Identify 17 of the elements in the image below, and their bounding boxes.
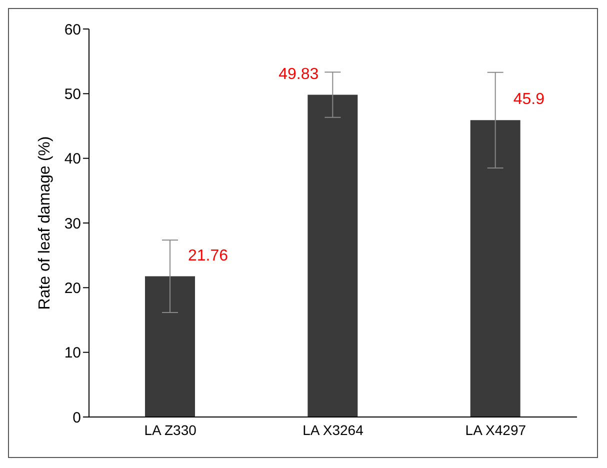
- x-tick-label: LA X4297: [465, 422, 526, 438]
- x-tick-label: LA X3264: [302, 422, 364, 438]
- y-tick-label: 50: [64, 86, 81, 103]
- y-tick-label: 30: [64, 215, 81, 232]
- data-label: 49.83: [278, 66, 319, 83]
- y-tick-label: 20: [64, 280, 81, 297]
- y-tick-label: 0: [72, 409, 81, 426]
- bar: [145, 276, 195, 417]
- data-label: 21.76: [188, 247, 228, 264]
- y-tick-label: 40: [64, 150, 81, 168]
- bar: [308, 94, 358, 417]
- y-tick-label: 60: [64, 21, 81, 38]
- x-tick-label: LA Z330: [144, 422, 197, 438]
- data-label: 45.9: [513, 91, 545, 108]
- y-axis-title: Rate of leaf damage (%): [36, 136, 54, 310]
- bar: [470, 120, 520, 417]
- y-tick-label: 10: [64, 344, 81, 362]
